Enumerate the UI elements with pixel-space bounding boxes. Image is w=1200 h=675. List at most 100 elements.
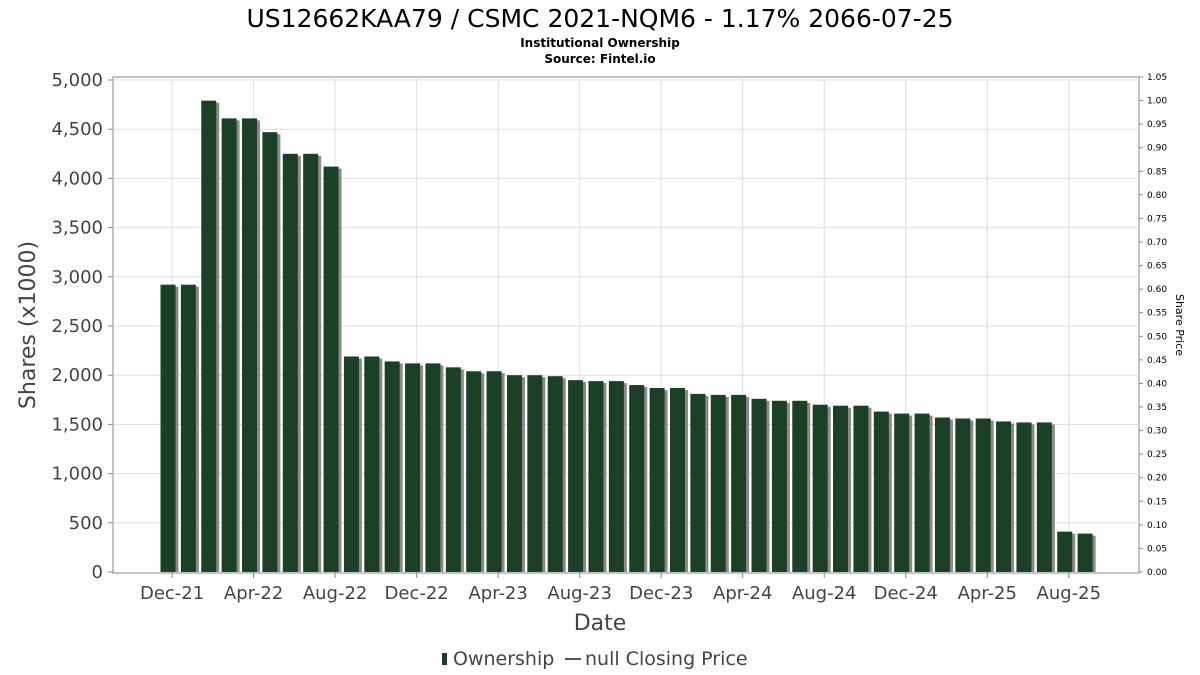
x-tick-label: Apr-23 — [468, 583, 527, 604]
ownership-bar — [710, 394, 726, 572]
ownership-bar — [731, 394, 747, 572]
legend-ownership-label: Ownership — [453, 648, 554, 670]
ownership-bar — [568, 380, 584, 572]
ownership-bar — [201, 100, 217, 572]
ownership-bar — [282, 153, 298, 573]
y-tick-label: 4,000 — [51, 168, 103, 189]
y2-tick-label: 0.20 — [1147, 474, 1167, 484]
ownership-bar — [303, 153, 319, 573]
chart-source: Source: Fintel.io — [544, 52, 655, 66]
y2-tick-label: 0.70 — [1147, 238, 1167, 248]
x-tick-label: Dec-24 — [874, 583, 938, 604]
y-tick-label: 3,000 — [51, 267, 103, 288]
secondary-y-axis-label: Share Price — [1173, 294, 1186, 356]
ownership-bar — [751, 398, 767, 572]
x-tick-label: Apr-22 — [224, 583, 283, 604]
ownership-bar — [343, 356, 359, 572]
y2-tick-label: 0.00 — [1147, 568, 1167, 578]
ownership-bar — [996, 421, 1012, 572]
y2-tick-label: 0.75 — [1147, 214, 1167, 224]
ownership-bar — [629, 385, 645, 572]
secondary-y-axis-ticks: 0.00 0.05 0.10 0.15 0.20 0.25 0.30 0.35 0.40 0.45… — [1139, 73, 1167, 578]
ownership-bar — [690, 393, 706, 572]
ownership-bar — [812, 404, 828, 572]
ownership-bar — [262, 132, 278, 573]
ownership-bar — [445, 367, 461, 572]
ownership-bar — [649, 387, 665, 572]
x-tick-label: Dec-23 — [629, 583, 693, 604]
y-tick-label: 4,500 — [51, 119, 103, 140]
ownership-bar — [242, 118, 258, 572]
y-tick-label: 1,500 — [51, 414, 103, 435]
x-tick-label: Aug-24 — [792, 583, 857, 604]
ownership-bar — [486, 371, 502, 572]
y2-tick-label: 1.05 — [1147, 73, 1167, 83]
ownership-bar — [975, 418, 991, 572]
ownership-bar — [955, 418, 971, 572]
legend-closing-price-label: null Closing Price — [585, 648, 748, 670]
x-tick-label: Dec-21 — [140, 583, 204, 604]
ownership-bar — [792, 400, 808, 572]
y2-tick-label: 0.65 — [1147, 262, 1167, 272]
ownership-bar — [466, 371, 482, 572]
y-tick-label: 2,000 — [51, 365, 103, 386]
ownership-bar — [405, 363, 421, 572]
x-tick-label: Aug-23 — [547, 583, 612, 604]
ownership-bar — [1036, 422, 1052, 572]
chart-subtitle: Institutional Ownership — [520, 36, 680, 50]
y2-tick-label: 0.25 — [1147, 450, 1167, 460]
ownership-bar — [384, 361, 400, 572]
bars — [160, 100, 1096, 573]
ownership-bar — [894, 413, 910, 572]
y2-tick-label: 0.35 — [1147, 403, 1167, 413]
y2-tick-label: 0.45 — [1147, 356, 1167, 366]
y2-tick-label: 0.60 — [1147, 285, 1167, 295]
ownership-bar — [608, 381, 624, 572]
y-tick-label: 1,000 — [51, 464, 103, 485]
ownership-bar — [588, 381, 604, 572]
x-tick-label: Aug-25 — [1037, 583, 1102, 604]
y2-tick-label: 0.85 — [1147, 167, 1167, 177]
ownership-bar — [1057, 531, 1073, 572]
y2-tick-label: 0.80 — [1147, 191, 1167, 201]
y2-tick-label: 1.00 — [1147, 97, 1167, 107]
y2-tick-label: 0.55 — [1147, 309, 1167, 319]
ownership-bar — [670, 387, 685, 572]
y-tick-label: 3,500 — [51, 218, 103, 239]
chart-title: US12662KAA79 / CSMC 2021-NQM6 - 1.17% 20… — [246, 4, 953, 33]
ownership-bar — [914, 413, 930, 572]
y2-tick-label: 0.40 — [1147, 379, 1167, 389]
y2-tick-label: 0.10 — [1147, 521, 1167, 531]
y2-tick-label: 0.90 — [1147, 144, 1167, 154]
y2-tick-label: 0.95 — [1147, 120, 1167, 130]
y-tick-label: 0 — [92, 562, 103, 583]
x-tick-label: Dec-22 — [385, 583, 449, 604]
x-tick-label: Apr-25 — [958, 583, 1017, 604]
ownership-bar — [323, 166, 339, 573]
ownership-bar — [547, 376, 563, 572]
legend-ownership-swatch — [442, 653, 447, 665]
x-tick-label: Aug-22 — [303, 583, 368, 604]
y-tick-label: 2,500 — [51, 316, 103, 337]
ownership-bar — [221, 118, 237, 572]
ownership-bar — [853, 405, 869, 572]
y2-tick-label: 0.05 — [1147, 544, 1167, 554]
ownership-bar — [527, 375, 543, 572]
ownership-bar — [1016, 422, 1032, 572]
ownership-bar — [1077, 533, 1093, 572]
y-tick-label: 500 — [69, 513, 103, 534]
y-tick-label: 5,000 — [51, 70, 103, 91]
ownership-bar — [506, 375, 522, 572]
x-axis-label: Date — [574, 611, 627, 636]
y2-tick-label: 0.50 — [1147, 332, 1167, 342]
ownership-bar — [873, 411, 889, 572]
ownership-bar — [160, 284, 176, 572]
y-axis-label: Shares (x1000) — [16, 241, 41, 409]
y-axis-ticks: 0 500 1,000 1,500 2,000 2,500 3,000 3,500 4,000 4… — [51, 70, 113, 583]
ownership-bar — [833, 405, 849, 572]
x-axis-ticks: Dec-21 Apr-22 Aug-22 Dec-22 Apr-23 Aug-23 Dec-… — [140, 572, 1101, 604]
ownership-bar — [771, 400, 787, 572]
x-tick-label: Apr-24 — [713, 583, 772, 604]
ownership-bar — [180, 284, 196, 572]
